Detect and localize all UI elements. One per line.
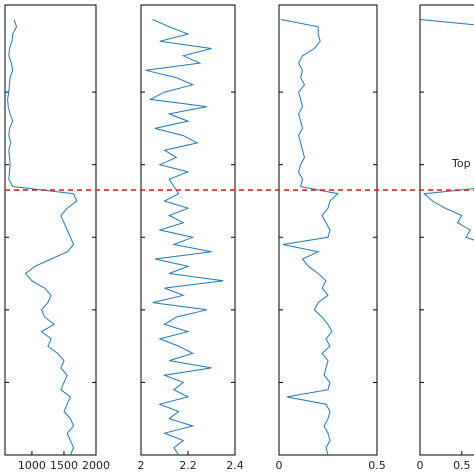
panel-frame	[419, 4, 474, 456]
x-tick-label: 2.4	[226, 459, 244, 472]
log-trace	[280, 19, 339, 456]
x-tick-label: 2	[138, 459, 145, 472]
x-tick-label: 0	[417, 459, 424, 472]
x-tick-label: 2000	[82, 459, 110, 472]
annotation: Top	[451, 157, 471, 170]
x-tick-label: 2.2	[179, 459, 197, 472]
log-trace	[145, 19, 224, 456]
x-tick-label: 0	[276, 459, 283, 472]
x-tick-label: 0.5	[453, 459, 471, 472]
x-tick-label: 1000	[18, 459, 46, 472]
x-tick-label: 1500	[50, 459, 78, 472]
panel-frame	[278, 4, 378, 456]
log-trace	[419, 19, 474, 241]
panel-frame	[4, 4, 97, 456]
log-trace	[7, 19, 78, 456]
x-tick-label: 0.5	[368, 459, 386, 472]
